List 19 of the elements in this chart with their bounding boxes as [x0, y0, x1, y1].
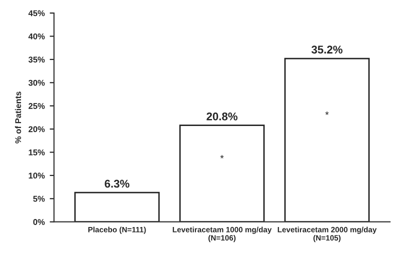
annotation: *: [220, 154, 224, 158]
y-tick-label: 40%: [28, 33, 45, 40]
y-tick-label: 5%: [33, 196, 45, 202]
bar: [179, 124, 265, 222]
y-tick-label: 0%: [33, 219, 45, 225]
y-axis-title: % of Patients: [14, 92, 22, 144]
data-label: 6.3%: [104, 180, 130, 188]
y-tick-label: 15%: [28, 149, 45, 156]
data-label: 35.2%: [312, 46, 342, 54]
y-tick-label: 35%: [28, 56, 45, 63]
bar: [74, 192, 160, 222]
y-tick-label: 30%: [28, 80, 45, 86]
y-tick-label: 25%: [28, 103, 45, 109]
y-tick-label: 20%: [28, 126, 45, 132]
annotation: *: [325, 112, 329, 115]
bar: [284, 58, 370, 222]
y-tick-label: 45%: [28, 10, 45, 16]
data-label: 20.8%: [206, 112, 238, 120]
y-tick-label: 10%: [28, 172, 45, 179]
